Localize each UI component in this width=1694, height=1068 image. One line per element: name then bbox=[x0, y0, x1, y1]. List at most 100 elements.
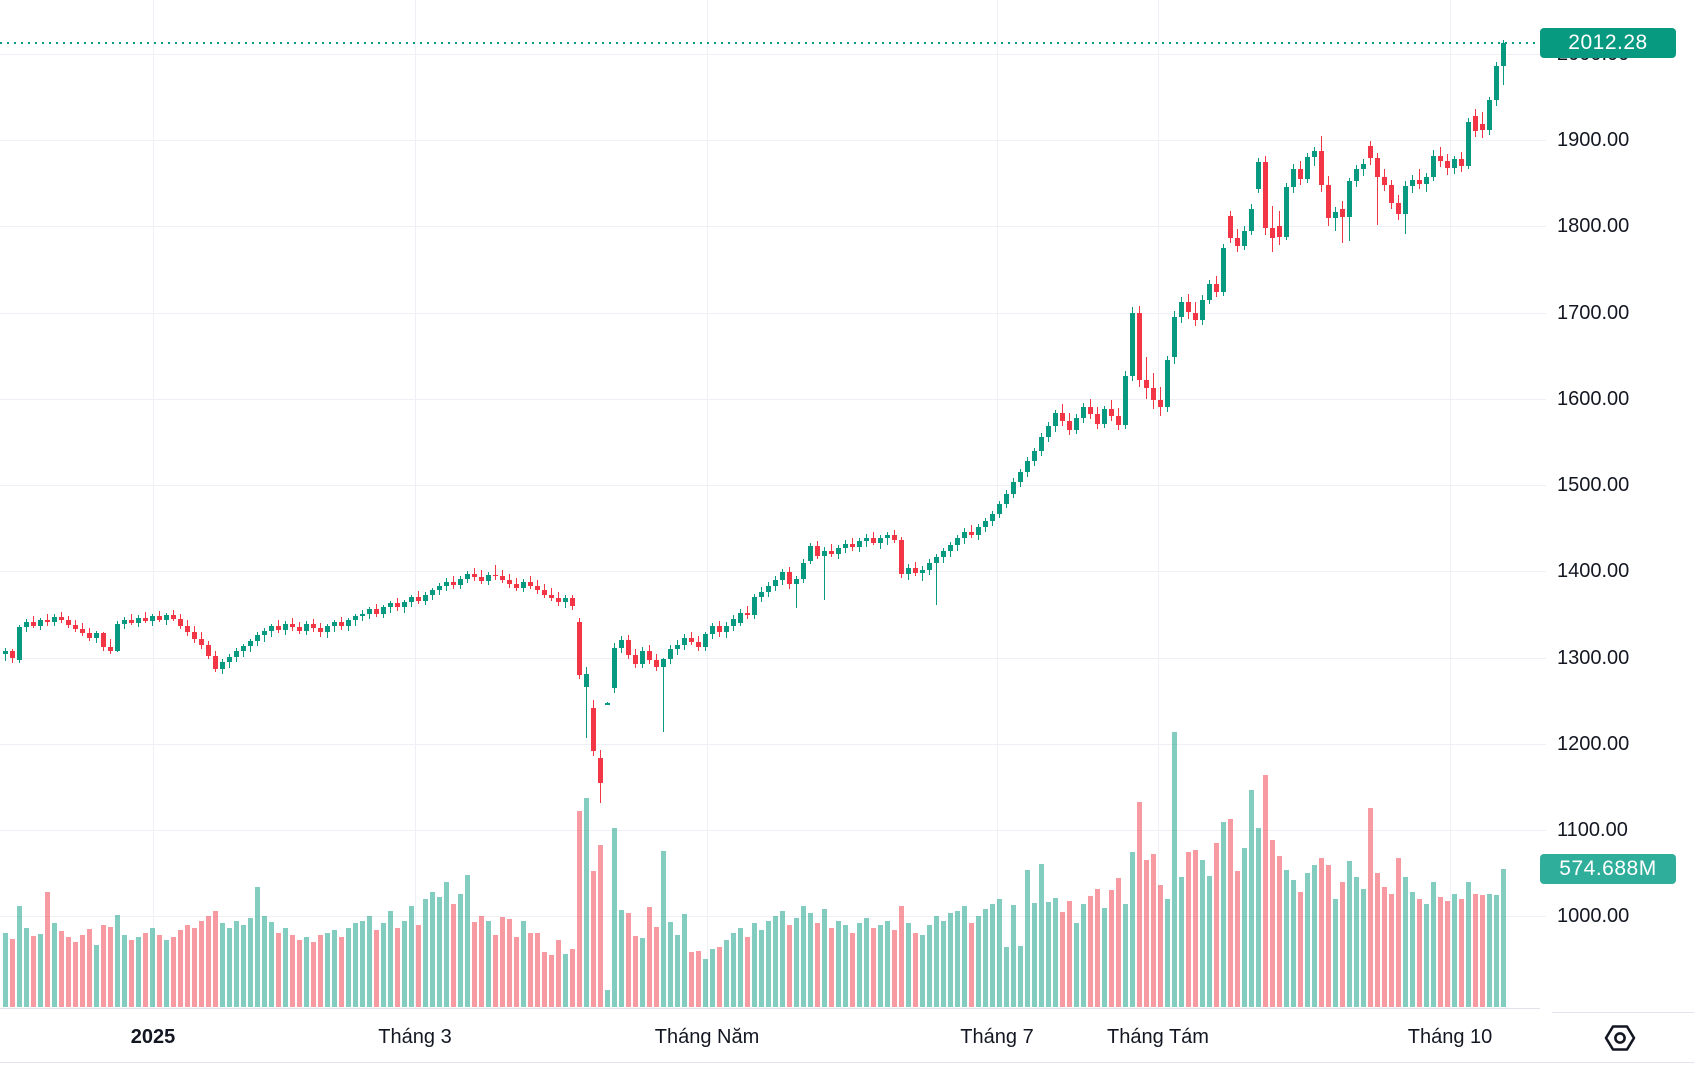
candle-body bbox=[436, 585, 442, 591]
candle-body bbox=[303, 623, 309, 631]
candle-body bbox=[394, 603, 400, 608]
volume-bar bbox=[1297, 891, 1303, 1007]
candle-body bbox=[590, 708, 596, 751]
grid-line-h bbox=[0, 53, 1546, 55]
volume-bar bbox=[1241, 848, 1247, 1007]
candle-body bbox=[422, 594, 428, 601]
candle-wick bbox=[501, 569, 503, 584]
time-scale[interactable]: 2025 Tháng 3 Tháng Năm Tháng 7 Tháng Tám Thán… bbox=[0, 1008, 1546, 1068]
candle-body bbox=[23, 622, 29, 628]
volume-bar bbox=[240, 925, 246, 1007]
volume-bar bbox=[429, 891, 435, 1007]
candle-body bbox=[786, 572, 792, 585]
candle-body bbox=[366, 609, 372, 614]
candle-body bbox=[1241, 230, 1247, 247]
volume-bar bbox=[1339, 882, 1345, 1007]
candle-body bbox=[842, 543, 848, 548]
candle-body bbox=[86, 633, 92, 638]
candle-body bbox=[1136, 312, 1142, 380]
scale-corner[interactable] bbox=[1546, 1008, 1694, 1068]
candle-wick bbox=[830, 543, 832, 558]
volume-bar bbox=[114, 914, 120, 1007]
volume-bar bbox=[625, 912, 631, 1007]
volume-bar bbox=[779, 910, 785, 1007]
volume-bar bbox=[611, 828, 617, 1007]
volume-bar bbox=[891, 930, 897, 1007]
volume-bar bbox=[765, 920, 771, 1007]
candle-body bbox=[597, 758, 603, 783]
candle-body bbox=[639, 650, 645, 664]
volume-bar bbox=[499, 916, 505, 1007]
volume-bar bbox=[156, 934, 162, 1007]
corner-border bbox=[1552, 1012, 1694, 1013]
volume-bar bbox=[898, 906, 904, 1007]
volume-bar bbox=[1332, 898, 1338, 1007]
candle-body bbox=[968, 531, 974, 535]
volume-bar bbox=[2, 932, 8, 1007]
volume-bar bbox=[1073, 922, 1079, 1007]
candle-body bbox=[1402, 185, 1408, 215]
candle-body bbox=[1227, 215, 1233, 239]
volume-bar bbox=[296, 939, 302, 1007]
volume-bar bbox=[184, 925, 190, 1007]
price-scale[interactable]: 2000.001900.001800.001700.001600.001500.… bbox=[1540, 0, 1694, 1008]
volume-bar bbox=[317, 934, 323, 1007]
volume-bar bbox=[954, 910, 960, 1007]
volume-bar bbox=[555, 939, 561, 1007]
chart-pane[interactable] bbox=[0, 0, 1546, 1008]
volume-bar bbox=[324, 932, 330, 1007]
volume-bar bbox=[1108, 889, 1114, 1007]
volume-bar bbox=[1409, 891, 1415, 1007]
bottom-edge-line bbox=[0, 1062, 1694, 1063]
volume-bar bbox=[170, 937, 176, 1007]
candle-body bbox=[324, 626, 330, 633]
volume-bar bbox=[1066, 901, 1072, 1007]
volume-bar bbox=[1199, 860, 1205, 1007]
candle-body bbox=[1409, 179, 1415, 186]
candle-body bbox=[723, 625, 729, 633]
candle-body bbox=[513, 584, 519, 588]
volume-bar bbox=[79, 934, 85, 1007]
candle-body bbox=[800, 562, 806, 579]
grid-line-v bbox=[153, 0, 154, 1008]
volume-bar bbox=[408, 906, 414, 1007]
candle-body bbox=[1178, 302, 1184, 317]
grid-line-h bbox=[0, 140, 1546, 141]
volume-bar bbox=[1024, 870, 1030, 1007]
candle-body bbox=[1332, 211, 1338, 218]
candle-body bbox=[65, 620, 71, 625]
volume-bar bbox=[247, 918, 253, 1007]
candle-body bbox=[135, 617, 141, 623]
volume-bar bbox=[191, 927, 197, 1007]
candle-body bbox=[1164, 359, 1170, 408]
volume-bar bbox=[1003, 946, 1009, 1007]
volume-bar bbox=[569, 948, 575, 1007]
volume-bar bbox=[828, 927, 834, 1007]
candle-body bbox=[1269, 227, 1275, 239]
candle-body bbox=[1157, 400, 1163, 408]
volume-bar bbox=[912, 932, 918, 1007]
candle-body bbox=[604, 703, 610, 705]
candle-body bbox=[709, 626, 715, 635]
volume-bar bbox=[996, 898, 1002, 1007]
candle-body bbox=[772, 579, 778, 586]
candle-body bbox=[184, 625, 190, 633]
candle-wick bbox=[1334, 207, 1336, 232]
volume-bar bbox=[1045, 902, 1051, 1007]
candle-body bbox=[1367, 146, 1373, 159]
volume-bar bbox=[940, 920, 946, 1007]
candle-body bbox=[989, 514, 995, 522]
volume-bar bbox=[352, 922, 358, 1007]
volume-bar bbox=[1416, 898, 1422, 1007]
candle-body bbox=[1360, 164, 1366, 170]
volume-bar bbox=[121, 934, 127, 1007]
volume-bar bbox=[1269, 840, 1275, 1007]
candle-body bbox=[464, 573, 470, 579]
volume-bar bbox=[744, 937, 750, 1007]
volume-bar bbox=[856, 922, 862, 1007]
candle-body bbox=[380, 607, 386, 614]
settings-hexagon-icon[interactable] bbox=[1603, 1023, 1637, 1053]
candle-body bbox=[289, 623, 295, 628]
candle-body bbox=[961, 531, 967, 539]
volume-bar bbox=[1094, 888, 1100, 1007]
